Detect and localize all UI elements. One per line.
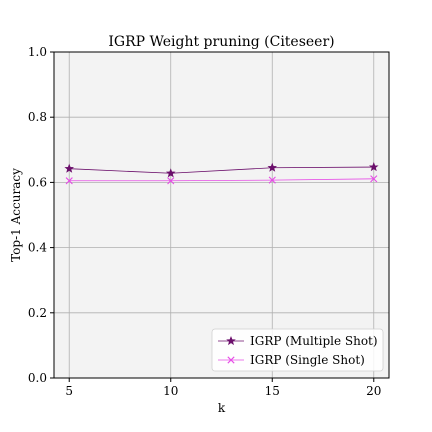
chart-title: IGRP Weight pruning (Citeseer) (108, 34, 334, 50)
x-tick-label: 10 (163, 384, 178, 398)
legend: IGRP (Multiple Shot) IGRP (Single Shot) (212, 329, 383, 371)
y-tick-label: 0.8 (28, 110, 47, 124)
legend-label: IGRP (Multiple Shot) (250, 334, 378, 348)
y-axis-label: Top-1 Accuracy (9, 168, 23, 262)
y-tick-label: 0.0 (28, 371, 47, 385)
y-tick-label: 0.6 (28, 175, 47, 189)
x-axis-label: k (218, 401, 226, 415)
y-tick-label: 0.4 (28, 241, 47, 255)
x-tick-label: 15 (265, 384, 280, 398)
x-tick-label: 5 (65, 384, 73, 398)
x-tick-label: 20 (366, 384, 381, 398)
y-tick-label: 1.0 (28, 45, 47, 59)
y-tick-label: 0.2 (28, 306, 47, 320)
legend-label: IGRP (Single Shot) (250, 353, 365, 367)
